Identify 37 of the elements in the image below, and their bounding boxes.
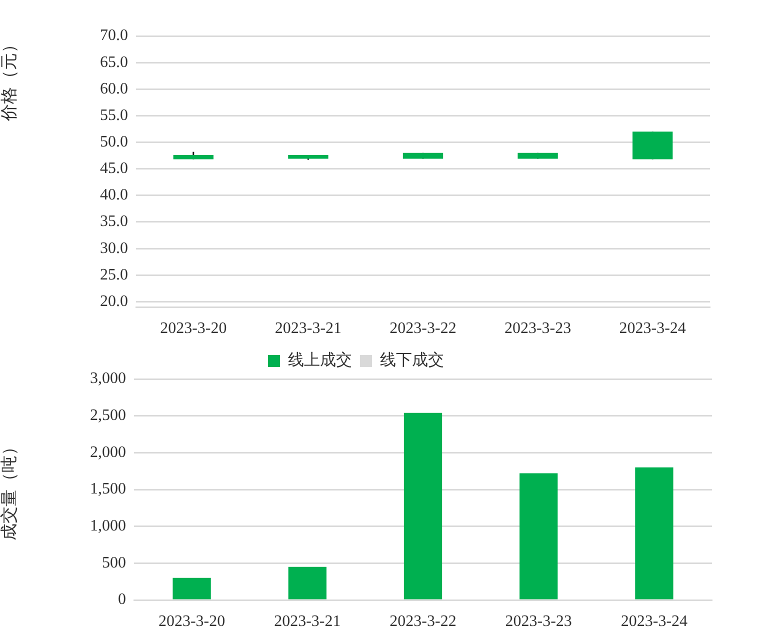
x-tick-label: 2023-3-23	[505, 612, 572, 630]
y-tick-label: 65.0	[100, 54, 128, 71]
x-tick-label: 2023-3-20	[158, 612, 226, 630]
y-tick-label: 1,000	[90, 518, 126, 535]
y-tick-label: 70.0	[100, 27, 128, 44]
legend-label: 线上成交	[288, 351, 352, 370]
x-tick-label: 2023-3-22	[390, 320, 456, 337]
y-tick-label: 0	[118, 591, 126, 608]
y-tick-label: 2,000	[90, 444, 126, 461]
y-tick-label: 20.0	[100, 292, 128, 310]
y-tick-label: 55.0	[100, 106, 128, 124]
y-axis-title: 价格（元）	[0, 36, 19, 122]
y-tick-label: 3,000	[90, 370, 126, 388]
y-tick-label: 1,500	[90, 480, 126, 498]
x-tick-label: 2023-3-22	[390, 612, 456, 630]
bar	[172, 578, 211, 600]
y-tick-label: 60.0	[100, 80, 128, 98]
y-tick-label: 25.0	[100, 266, 128, 284]
y-tick-label: 30.0	[100, 240, 128, 257]
bar	[288, 566, 326, 600]
bar	[635, 467, 674, 600]
y-tick-label: 35.0	[100, 213, 128, 230]
bar	[520, 473, 558, 600]
x-tick-label: 2023-3-21	[274, 612, 341, 630]
y-tick-label: 500	[102, 554, 126, 572]
y-tick-label: 50.0	[100, 133, 128, 150]
y-axis-title: 成交量（吨）	[0, 438, 19, 540]
x-tick-label: 2023-3-23	[504, 320, 572, 337]
bar	[404, 412, 442, 600]
x-tick-label: 2023-3-20	[160, 320, 227, 337]
y-tick-label: 2,500	[90, 407, 126, 424]
x-tick-label: 2023-3-21	[274, 320, 342, 337]
y-tick-label: 40.0	[100, 186, 128, 204]
x-tick-label: 2023-3-24	[619, 320, 686, 337]
y-tick-label: 45.0	[100, 160, 128, 178]
x-tick-label: 2023-3-24	[620, 612, 688, 630]
legend-label: 线下成交	[380, 351, 444, 370]
